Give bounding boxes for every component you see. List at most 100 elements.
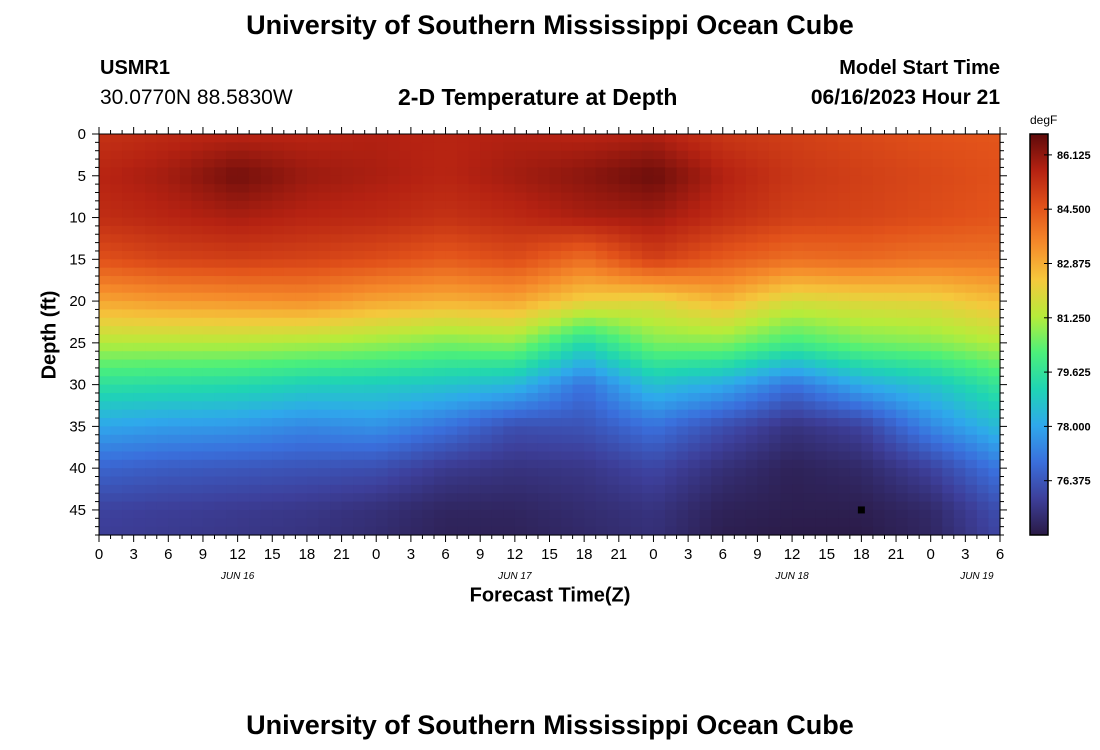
- heatmap-cell: [549, 250, 562, 260]
- heatmap-cell: [803, 259, 816, 269]
- heatmap-cell: [364, 192, 377, 202]
- heatmap-cell: [110, 217, 123, 227]
- heatmap-cell: [214, 443, 227, 453]
- heatmap-cell: [306, 267, 320, 277]
- heatmap-cell: [965, 142, 978, 152]
- heatmap-cell: [341, 259, 354, 269]
- heatmap-cell: [849, 484, 862, 494]
- heatmap-cell: [122, 334, 135, 344]
- heatmap-cell: [330, 501, 343, 511]
- heatmap-cell: [399, 292, 412, 302]
- heatmap-cell: [861, 242, 874, 252]
- heatmap-cell: [792, 451, 805, 461]
- heatmap-cell: [295, 134, 308, 143]
- heatmap-cell: [295, 451, 308, 461]
- heatmap-cell: [272, 518, 285, 528]
- heatmap-cell: [699, 484, 712, 494]
- heatmap-cell: [653, 409, 666, 419]
- heatmap-cell: [330, 418, 343, 427]
- heatmap-cell: [468, 284, 481, 294]
- heatmap-cell: [872, 150, 886, 160]
- heatmap-cell: [618, 225, 631, 235]
- heatmap-cell: [919, 476, 932, 486]
- heatmap-cell: [133, 476, 146, 486]
- x-tick-label: 21: [888, 546, 905, 563]
- heatmap-cell: [457, 484, 470, 494]
- heatmap-cell: [988, 384, 1001, 394]
- heatmap-cell: [353, 134, 366, 143]
- heatmap-cell: [676, 376, 689, 386]
- heatmap-cell: [376, 217, 389, 227]
- heatmap-cell: [792, 184, 805, 194]
- heatmap-cell: [803, 426, 816, 436]
- heatmap-cell: [145, 384, 158, 394]
- heatmap-cell: [722, 493, 735, 503]
- heatmap-cell: [260, 309, 273, 319]
- heatmap-cell: [122, 192, 135, 202]
- heatmap-cell: [965, 384, 978, 394]
- heatmap-cell: [549, 309, 562, 319]
- heatmap-cell: [341, 309, 354, 319]
- heatmap-cell: [514, 459, 527, 469]
- heatmap-cell: [283, 434, 296, 444]
- heatmap-cell: [249, 159, 262, 169]
- heatmap-cell: [237, 150, 250, 160]
- heatmap-cell: [433, 184, 447, 194]
- heatmap-cell: [826, 134, 839, 143]
- heatmap-cell: [110, 484, 123, 494]
- heatmap-cell: [757, 376, 770, 386]
- heatmap-cell: [826, 334, 839, 344]
- heatmap-cell: [826, 225, 839, 235]
- heatmap-cell: [838, 309, 851, 319]
- heatmap-cell: [676, 359, 689, 369]
- heatmap-cell: [168, 242, 181, 252]
- heatmap-cell: [156, 367, 169, 377]
- heatmap-cell: [410, 468, 424, 478]
- heatmap-cell: [595, 209, 608, 219]
- heatmap-cell: [399, 192, 412, 202]
- heatmap-cell: [537, 426, 551, 436]
- heatmap-cell: [226, 476, 239, 486]
- heatmap-cell: [445, 142, 458, 152]
- heatmap-cell: [803, 451, 816, 461]
- heatmap-cell: [930, 276, 943, 285]
- heatmap-cell: [861, 175, 874, 185]
- heatmap-cell: [422, 292, 435, 302]
- heatmap-cell: [665, 284, 678, 294]
- heatmap-cell: [838, 175, 851, 185]
- heatmap-cell: [618, 342, 631, 352]
- heatmap-cell: [422, 418, 435, 427]
- heatmap-cell: [872, 376, 886, 386]
- heatmap-cell: [433, 367, 447, 377]
- heatmap-cell: [780, 384, 793, 394]
- heatmap-cell: [133, 134, 146, 143]
- heatmap-cell: [260, 209, 273, 219]
- heatmap-cell: [965, 392, 978, 402]
- heatmap-cell: [514, 184, 527, 194]
- heatmap-cell: [665, 159, 678, 169]
- heatmap-cell: [306, 476, 320, 486]
- heatmap-cell: [480, 401, 493, 411]
- heatmap-cell: [780, 292, 793, 302]
- heatmap-cell: [445, 443, 458, 453]
- heatmap-cell: [896, 443, 909, 453]
- heatmap-cell: [295, 142, 308, 152]
- heatmap-cell: [595, 242, 608, 252]
- heatmap-cell: [630, 142, 643, 152]
- heatmap-cell: [179, 167, 193, 177]
- heatmap-cell: [792, 276, 805, 285]
- heatmap-cell: [861, 159, 874, 169]
- heatmap-cell: [133, 384, 146, 394]
- heatmap-cell: [965, 276, 978, 285]
- heatmap-cell: [122, 159, 135, 169]
- heatmap-cell: [433, 384, 447, 394]
- x-tick-label: 3: [684, 546, 692, 563]
- heatmap-cell: [572, 234, 585, 244]
- heatmap-cell: [734, 284, 747, 294]
- heatmap-cell: [896, 326, 909, 336]
- heatmap-cell: [976, 134, 990, 143]
- heatmap-cell: [283, 200, 296, 210]
- heatmap-cell: [306, 367, 320, 377]
- heatmap-cell: [907, 326, 920, 336]
- heatmap-cell: [930, 334, 943, 344]
